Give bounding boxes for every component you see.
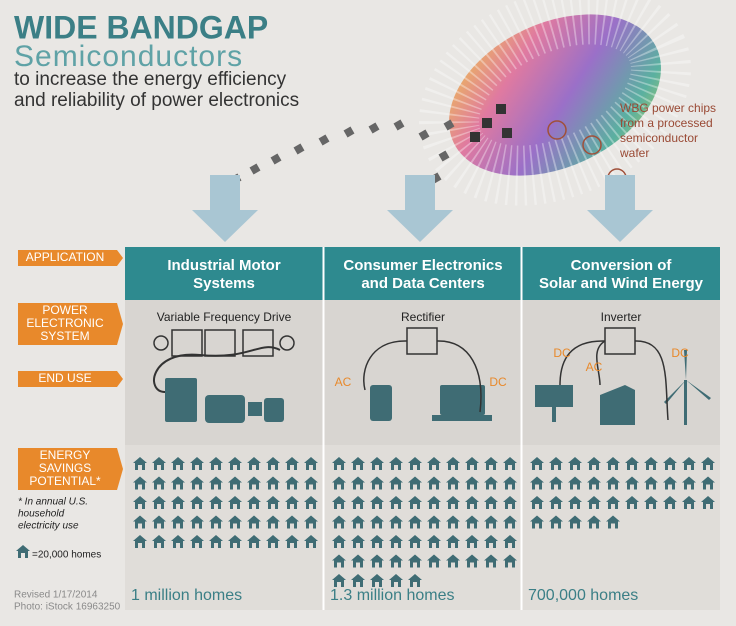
wafer-caption: from a processed [620,116,713,130]
footnote: household [18,509,65,520]
arrows [192,175,653,242]
credit: Revised 1/17/2014 [14,590,98,601]
row-label: ELECTRONIC [26,316,104,330]
row-label: SAVINGS [39,461,91,475]
savings-label: 1 million homes [131,587,242,604]
wafer [419,0,691,206]
title: WIDE BANDGAP [14,9,268,45]
footnote: electricity use [18,521,79,532]
system-label: Rectifier [401,310,445,324]
legend-label: =20,000 homes [32,550,101,561]
application-title: Consumer Electronics [343,257,502,274]
row-label: SYSTEM [40,329,89,343]
tagline: and reliability of power electronics [14,90,299,111]
flow-label: AC [586,360,603,374]
application-title: Solar and Wind Energy [539,275,704,292]
wafer-caption: WBG power chips [620,101,716,115]
end-use-drawings [153,346,711,425]
header-band [125,247,720,300]
subtitle: Semiconductors [14,40,243,73]
row-label: APPLICATION [26,250,104,264]
footnote: * In annual U.S. [18,497,88,508]
tagline: to increase the energy efficiency [14,69,287,90]
flow-label: DC [553,346,571,360]
application-title: Systems [193,275,255,292]
wafer-caption: wafer [619,146,649,160]
savings-label: 700,000 homes [528,587,638,604]
application-title: Conversion of [571,257,673,274]
row-label: POWER [42,303,88,317]
row-tabs [18,250,123,490]
flow-label: DC [671,346,689,360]
system-diagrams [153,327,669,421]
application-title: and Data Centers [361,275,484,292]
application-title: Industrial Motor [167,257,280,274]
savings-label: 1.3 million homes [330,587,455,604]
row-label: END USE [38,371,91,385]
flow-label: DC [489,375,507,389]
row-label: ENERGY [40,448,91,462]
flow-label: AC [335,375,352,389]
savings-panel [125,445,720,610]
credit: Photo: iStock 16963250 [14,602,121,613]
system-label: Inverter [601,310,642,324]
chip-trail [230,119,455,185]
row-label: POTENTIAL* [29,474,101,488]
system-label: Variable Frequency Drive [157,310,292,324]
wafer-caption: semiconductor [620,131,698,145]
